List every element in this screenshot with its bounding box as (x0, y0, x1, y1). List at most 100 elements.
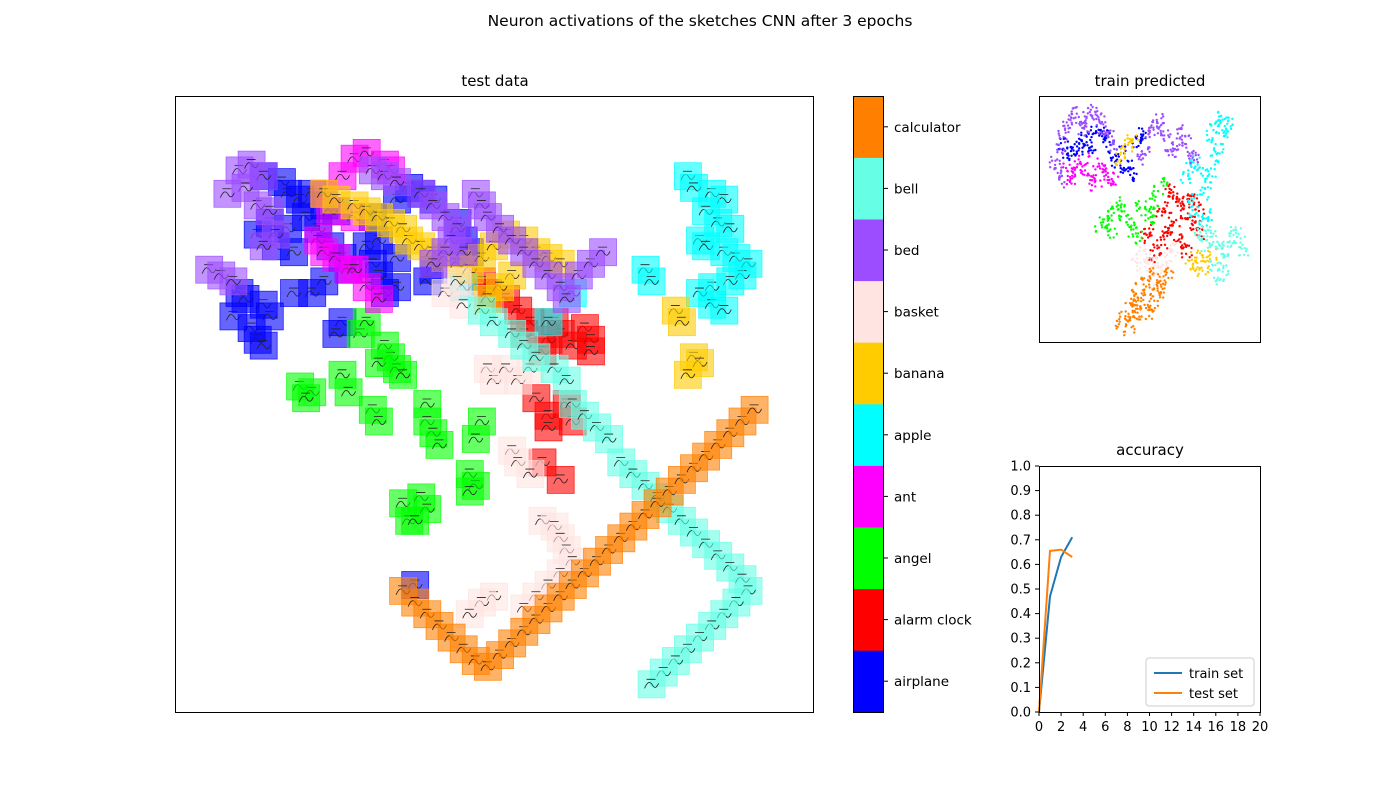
test-point-angel (292, 384, 321, 413)
colorbar-label-alarm-clock: alarm clock (894, 613, 972, 629)
train-point-airplane (1102, 141, 1105, 144)
train-point-bed (1113, 147, 1116, 151)
train-point-alarm-clock (1143, 241, 1146, 245)
train-point-bed (1147, 129, 1151, 132)
train-point-airplane (1075, 152, 1079, 155)
train-point-angel (1109, 228, 1112, 231)
train-point-ant (1094, 179, 1097, 182)
train-point-airplane (1091, 132, 1094, 136)
train-point-bell (1241, 243, 1244, 246)
train-point-angel (1151, 192, 1154, 195)
train-point-bed (1185, 146, 1188, 149)
train-point-calculator (1124, 315, 1127, 318)
train-point-bell (1222, 266, 1225, 270)
train-point-airplane (1066, 140, 1070, 143)
train-point-bed (1148, 135, 1151, 139)
train-point-banana (1200, 266, 1203, 269)
train-point-bell (1222, 279, 1225, 283)
train-point-airplane (1092, 149, 1095, 152)
train-point-alarm-clock (1155, 215, 1158, 218)
train-point-ant (1071, 174, 1074, 177)
train-point-bell (1215, 283, 1219, 286)
train-point-basket (1160, 269, 1164, 272)
train-point-bed (1058, 178, 1061, 181)
train-point-ant (1074, 166, 1077, 170)
train-point-bell (1217, 267, 1221, 271)
train-point-apple (1197, 214, 1200, 217)
accuracy-line-test-set (1038, 548, 1073, 713)
train-point-angel (1136, 235, 1139, 238)
train-point-alarm-clock (1163, 238, 1166, 241)
train-point-bell (1239, 241, 1242, 244)
train-point-airplane (1123, 169, 1126, 172)
train-point-alarm-clock (1181, 197, 1185, 200)
train-point-calculator (1147, 308, 1150, 312)
train-point-angel (1135, 226, 1138, 229)
train-point-alarm-clock (1176, 239, 1180, 242)
train-point-bed (1087, 130, 1091, 134)
train-point-banana (1204, 260, 1207, 264)
train-point-banana (1126, 143, 1130, 147)
train-point-airplane (1127, 170, 1130, 173)
train-point-airplane (1118, 145, 1121, 148)
train-point-basket (1161, 279, 1164, 283)
train-point-bed (1172, 149, 1175, 152)
train-point-bell (1239, 227, 1243, 230)
train-point-bell (1237, 232, 1240, 236)
train-cluster-bell (1193, 225, 1250, 286)
train-point-apple (1187, 169, 1190, 172)
train-point-apple (1190, 165, 1193, 169)
test-point-bell (552, 366, 581, 395)
train-point-bed (1181, 141, 1184, 144)
train-point-apple (1201, 166, 1205, 170)
train-point-bed (1049, 166, 1052, 169)
train-point-airplane (1080, 131, 1083, 134)
train-point-angel (1147, 217, 1150, 220)
colorbar-label-apple: apple (894, 428, 931, 444)
train-point-alarm-clock (1171, 195, 1175, 199)
train-point-ant (1068, 163, 1071, 166)
accuracy-y-tick-label: 0.5 (1010, 583, 1031, 598)
train-point-basket (1170, 248, 1174, 251)
train-point-alarm-clock (1189, 226, 1192, 230)
train-point-bed (1155, 125, 1159, 128)
train-point-ant (1116, 175, 1120, 178)
train-point-bell (1222, 244, 1226, 247)
train-point-apple (1206, 139, 1209, 142)
train-point-banana (1130, 150, 1134, 153)
accuracy-x-tick-label: 14 (1185, 720, 1202, 735)
train-point-calculator (1156, 289, 1159, 292)
train-point-bed (1171, 153, 1174, 156)
train-point-basket (1155, 257, 1158, 261)
train-point-alarm-clock (1159, 238, 1163, 241)
train-point-banana (1123, 152, 1127, 155)
train-point-bed (1137, 158, 1141, 161)
train-point-bed (1092, 118, 1096, 121)
train-point-airplane (1087, 132, 1090, 136)
train-point-calculator (1149, 297, 1153, 300)
train-point-calculator (1140, 292, 1143, 295)
train-point-apple (1221, 129, 1224, 132)
train-point-airplane (1075, 145, 1079, 148)
train-point-bell (1202, 235, 1206, 238)
train-point-basket (1143, 249, 1146, 252)
train-point-banana (1126, 134, 1129, 137)
test-point-angel (352, 308, 381, 337)
train-point-apple (1223, 124, 1227, 128)
colorbar-cell-bell (853, 157, 883, 220)
train-point-bell (1243, 246, 1246, 250)
train-point-banana (1184, 262, 1187, 265)
train-point-basket (1143, 244, 1146, 247)
train-point-bell (1239, 237, 1242, 240)
train-point-basket (1152, 283, 1156, 287)
train-point-alarm-clock (1167, 216, 1171, 219)
train-point-ant (1098, 165, 1101, 168)
train-point-apple (1188, 202, 1191, 205)
train-point-bed (1140, 150, 1144, 153)
train-point-basket (1165, 254, 1169, 257)
train-point-calculator (1148, 300, 1151, 303)
train-point-bed (1163, 134, 1166, 137)
train-point-angel (1144, 219, 1147, 222)
train-point-basket (1139, 261, 1142, 264)
train-point-banana (1194, 259, 1198, 262)
